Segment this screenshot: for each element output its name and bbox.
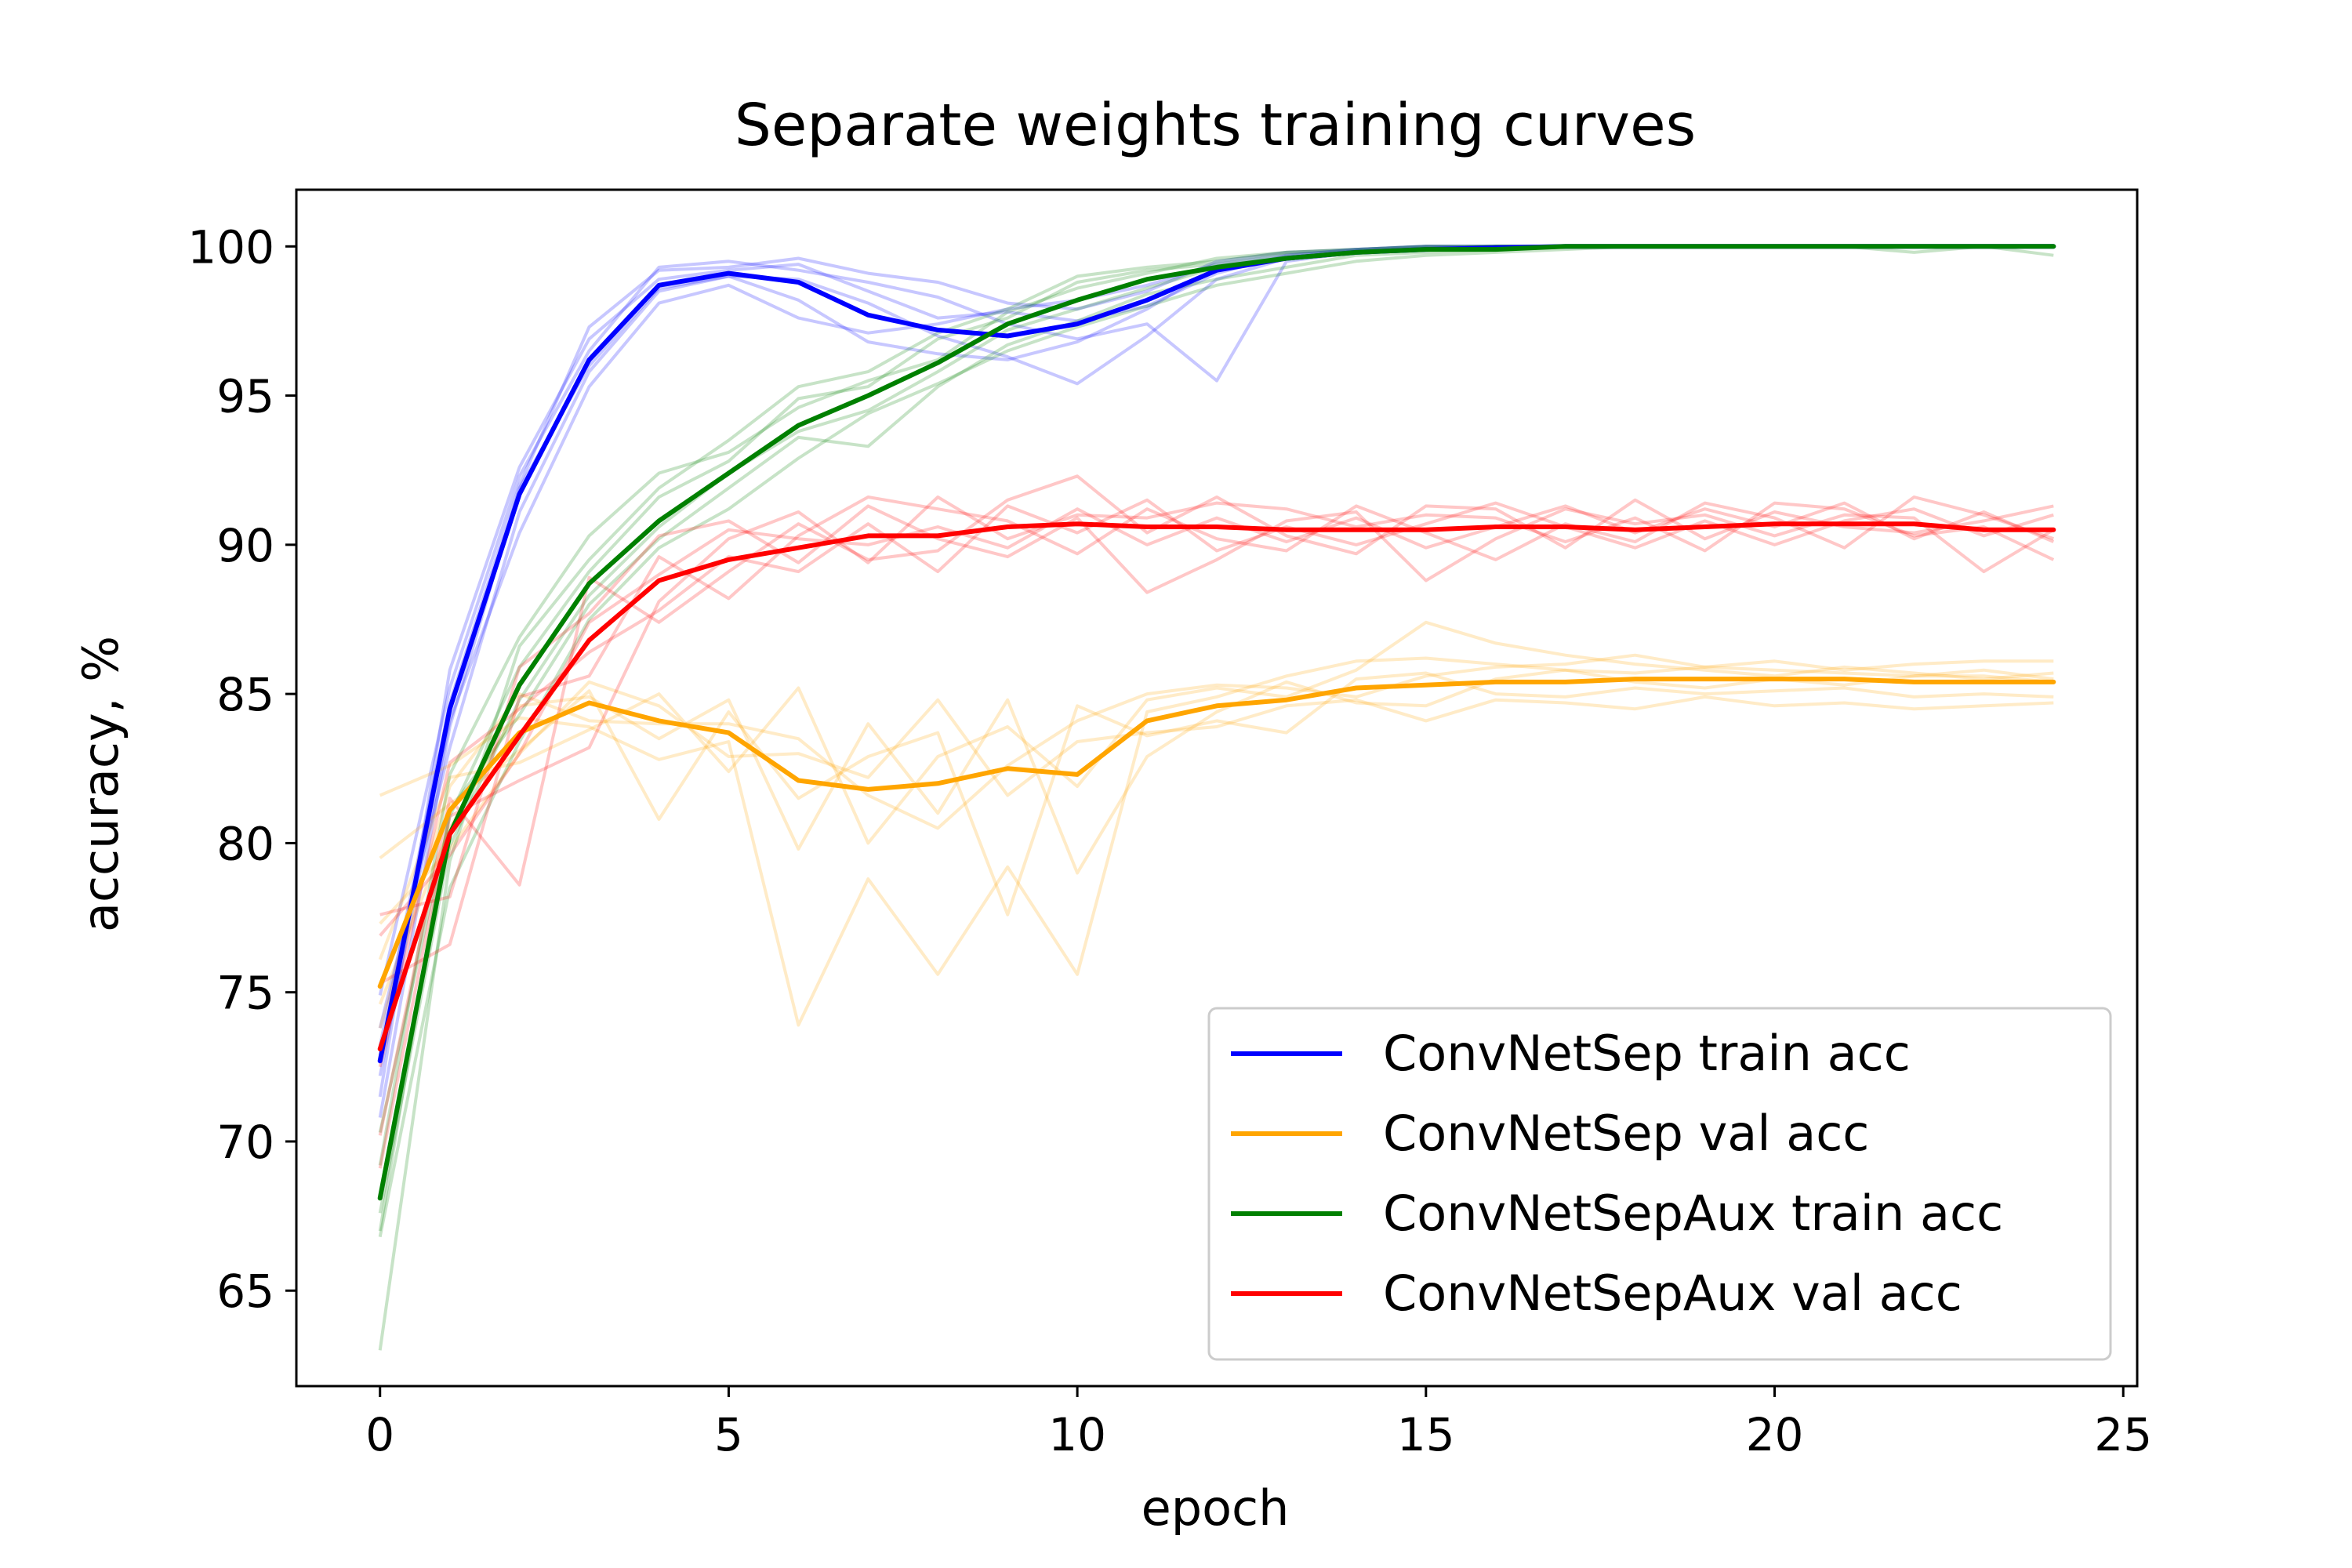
legend-label-1: ConvNetSep val acc [1383,1105,1869,1162]
x-tick-label: 0 [365,1408,394,1461]
legend-label-0: ConvNetSep train acc [1383,1025,1911,1082]
x-tick-label: 25 [2094,1408,2152,1461]
legend-label-3: ConvNetSepAux val acc [1383,1265,1962,1322]
y-tick-label: 70 [216,1116,274,1169]
y-tick-label: 75 [216,967,274,1020]
run-line-series-1-run-2 [378,620,2054,960]
chart-title: Separate weights training curves [735,92,1696,159]
run-line-series-1-run-1 [379,671,2054,916]
y-tick-label: 95 [216,370,274,423]
legend-box [1207,1007,2112,1361]
mean-line-series-2 [377,244,2056,1201]
x-tick-label: 10 [1048,1408,1106,1461]
run-line-series-1-run-5 [378,653,2054,1029]
plot-frame [295,188,2139,1388]
mean-line-series-3 [377,521,2056,1051]
x-tick-label: 5 [714,1408,743,1461]
y-tick-label: 85 [216,668,274,721]
run-line-series-3-run-5 [379,501,2055,937]
y-axis-label: accuracy, % [72,636,129,932]
x-tick-label: 20 [1746,1408,1804,1461]
run-line-series-1-run-4 [379,680,2054,925]
y-tick-label: 80 [216,817,274,870]
mean-line-series-1 [377,677,2056,989]
run-line-series-3-run-0 [379,504,2055,916]
x-tick-label: 15 [1397,1408,1455,1461]
x-axis-label: epoch [1142,1479,1290,1537]
run-line-series-3-run-3 [378,495,2055,1169]
y-tick-label: 65 [216,1265,274,1318]
legend-label-2: ConvNetSepAux train acc [1383,1185,2003,1242]
y-tick-label: 90 [216,519,274,572]
run-line-series-3-run-2 [379,495,2054,985]
mean-lines [377,244,2056,1201]
run-line-series-3-run-4 [378,498,2054,1068]
run-line-series-3-run-1 [378,474,2054,1136]
y-tick-label: 100 [187,220,274,274]
axis-ticks: 0 5 10 15 20 25 65 70 75 80 85 90 95 100 [187,220,2152,1461]
legend: ConvNetSep train acc ConvNetSep val acc Co… [1207,1007,2112,1361]
run-line-series-1-run-0 [379,656,2054,1027]
